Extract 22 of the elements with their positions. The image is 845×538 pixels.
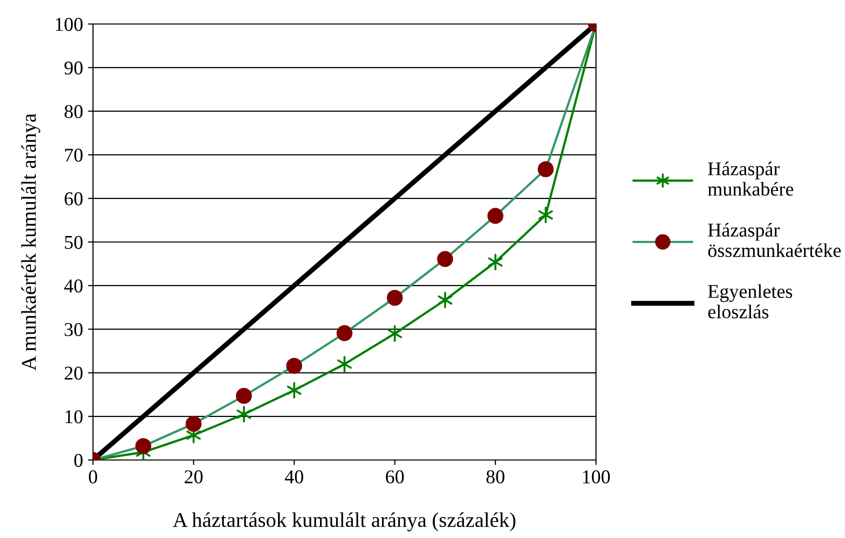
x-axis-title: A háztartások kumulált aránya (százalék): [172, 512, 516, 532]
legend-label: Házaspár összmunkaértéke: [708, 222, 841, 258]
legend-label: Egyenletes eloszlás: [708, 284, 792, 318]
y-tick-label: 10: [66, 410, 83, 424]
x-tick-label: 0: [88, 470, 98, 484]
y-tick-label: 50: [64, 236, 83, 249]
y-tick-label: 90: [64, 61, 83, 75]
y-tick-label: 30: [64, 323, 83, 336]
y-tick-label: 70: [65, 148, 83, 162]
x-tick-label: 40: [284, 470, 304, 484]
y-tick-label: 40: [64, 279, 83, 293]
x-tick-label: 100: [583, 470, 610, 484]
y-tick-label: 0: [74, 454, 83, 467]
y-tick-label: 100: [56, 18, 83, 31]
x-tick-label: 80: [486, 470, 504, 484]
x-tick-label: 60: [386, 470, 404, 484]
x-tick-label: 20: [184, 470, 203, 484]
y-tick-label: 80: [64, 105, 83, 118]
y-axis-title: A munkaérték kumulált aránya: [21, 114, 40, 371]
y-tick-label: 20: [64, 366, 83, 380]
y-tick-label: 60: [64, 192, 83, 206]
legend-label: Házaspár munkabére: [708, 162, 794, 196]
